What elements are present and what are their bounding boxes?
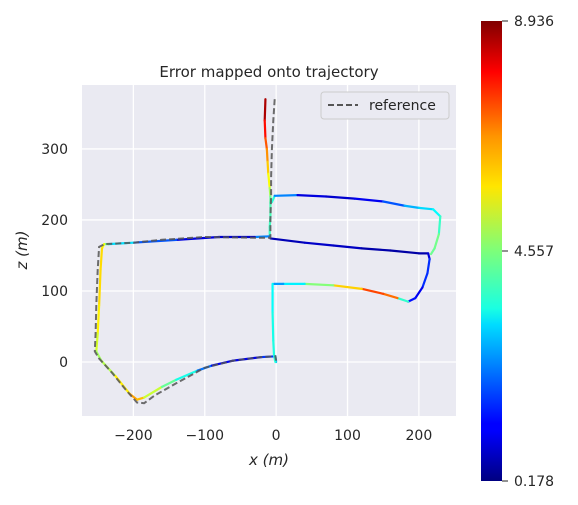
x-axis-label: x (m) xyxy=(248,451,289,469)
chart-title: Error mapped onto trajectory xyxy=(159,63,378,81)
y-tick-label: 0 xyxy=(59,355,68,371)
x-tick-label: 100 xyxy=(334,428,361,444)
trajectory-segment xyxy=(265,121,266,139)
x-tick-label: −200 xyxy=(114,428,152,444)
trajectory-segment xyxy=(267,149,268,162)
colorbar-tick-label: 8.936 xyxy=(514,14,554,30)
colorbar xyxy=(481,21,502,481)
trajectory-segment xyxy=(101,248,102,269)
x-tick-label: 0 xyxy=(272,428,281,444)
legend: reference xyxy=(321,92,449,119)
y-axis-label: z (m) xyxy=(13,231,31,271)
trajectory-segment xyxy=(419,208,433,209)
trajectory-segment xyxy=(305,284,334,285)
legend-reference-label: reference xyxy=(369,98,436,114)
trajectory-segment xyxy=(98,305,99,333)
y-tick-label: 300 xyxy=(41,142,68,158)
trajectory-segment xyxy=(265,99,266,120)
trajectory-segment xyxy=(96,334,97,352)
trajectory-segment xyxy=(265,138,266,149)
trajectory-segment xyxy=(439,216,440,234)
trajectory-segment xyxy=(268,162,269,174)
colorbar-ticks: 0.178 4.557 8.936 xyxy=(502,14,554,490)
y-tick-label: 100 xyxy=(41,284,68,300)
trajectory-segment xyxy=(298,195,327,196)
trajectory-segment xyxy=(99,270,100,306)
x-tick-label: 200 xyxy=(406,428,433,444)
trajectory-segment xyxy=(268,174,269,188)
x-tick-label: −100 xyxy=(186,428,224,444)
y-tick-label: 200 xyxy=(41,213,68,229)
trajectory-segment xyxy=(275,195,298,196)
x-tick-labels: −200 −100 0 100 200 xyxy=(114,428,432,444)
y-tick-labels: 0 100 200 300 xyxy=(41,142,68,371)
colorbar-tick-label: 0.178 xyxy=(514,474,554,490)
trajectory-segment xyxy=(273,341,274,355)
colorbar-tick-label: 4.557 xyxy=(514,244,554,260)
trajectory-segment xyxy=(273,312,274,340)
